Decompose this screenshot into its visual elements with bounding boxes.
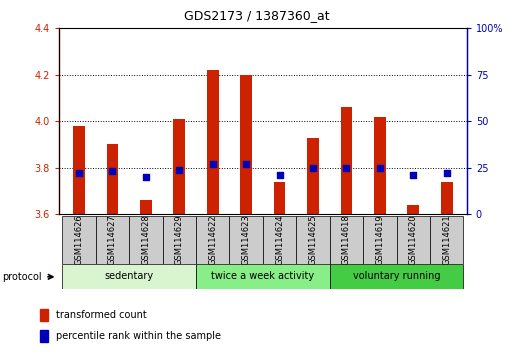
Bar <box>63 216 96 264</box>
Point <box>309 165 317 171</box>
Bar <box>140 200 152 214</box>
Point <box>443 170 451 176</box>
Bar <box>441 182 452 214</box>
Text: GSM114625: GSM114625 <box>308 215 318 265</box>
Bar <box>307 137 319 214</box>
Text: GSM114627: GSM114627 <box>108 215 117 265</box>
Text: voluntary running: voluntary running <box>353 272 440 281</box>
Point <box>275 172 284 178</box>
Point <box>75 170 83 176</box>
Text: GDS2173 / 1387360_at: GDS2173 / 1387360_at <box>184 9 329 22</box>
Bar <box>173 119 185 214</box>
Bar <box>196 264 330 289</box>
Point <box>242 161 250 167</box>
Bar <box>73 126 85 214</box>
Bar <box>430 216 463 264</box>
Bar <box>263 216 297 264</box>
Text: percentile rank within the sample: percentile rank within the sample <box>55 331 221 341</box>
Bar <box>374 116 386 214</box>
Point <box>376 165 384 171</box>
Bar <box>40 309 48 321</box>
Bar <box>297 216 330 264</box>
Text: GSM114624: GSM114624 <box>275 215 284 265</box>
Point <box>175 167 184 172</box>
Bar <box>63 264 196 289</box>
Bar <box>330 216 363 264</box>
Bar <box>96 216 129 264</box>
Bar <box>163 216 196 264</box>
Bar <box>341 107 352 214</box>
Text: GSM114622: GSM114622 <box>208 215 218 265</box>
Bar <box>207 70 219 214</box>
Text: GSM114628: GSM114628 <box>142 215 150 265</box>
Point <box>342 165 350 171</box>
Bar <box>196 216 229 264</box>
Bar <box>229 216 263 264</box>
Text: GSM114618: GSM114618 <box>342 215 351 265</box>
Bar <box>407 205 419 214</box>
Bar <box>241 75 252 214</box>
Text: GSM114619: GSM114619 <box>376 215 384 265</box>
Text: protocol: protocol <box>3 272 42 282</box>
Point <box>409 172 418 178</box>
Text: sedentary: sedentary <box>105 272 154 281</box>
Bar <box>274 182 285 214</box>
Bar <box>330 264 463 289</box>
Bar <box>397 216 430 264</box>
Point <box>108 169 116 174</box>
Text: GSM114629: GSM114629 <box>175 215 184 265</box>
Text: GSM114623: GSM114623 <box>242 215 251 265</box>
Bar <box>363 216 397 264</box>
Bar <box>129 216 163 264</box>
Point <box>209 161 217 167</box>
Bar <box>107 144 119 214</box>
Text: GSM114621: GSM114621 <box>442 215 451 265</box>
Text: transformed count: transformed count <box>55 310 146 320</box>
Bar <box>40 330 48 342</box>
Point <box>142 174 150 180</box>
Text: GSM114620: GSM114620 <box>409 215 418 265</box>
Text: GSM114626: GSM114626 <box>74 215 84 265</box>
Text: twice a week activity: twice a week activity <box>211 272 314 281</box>
